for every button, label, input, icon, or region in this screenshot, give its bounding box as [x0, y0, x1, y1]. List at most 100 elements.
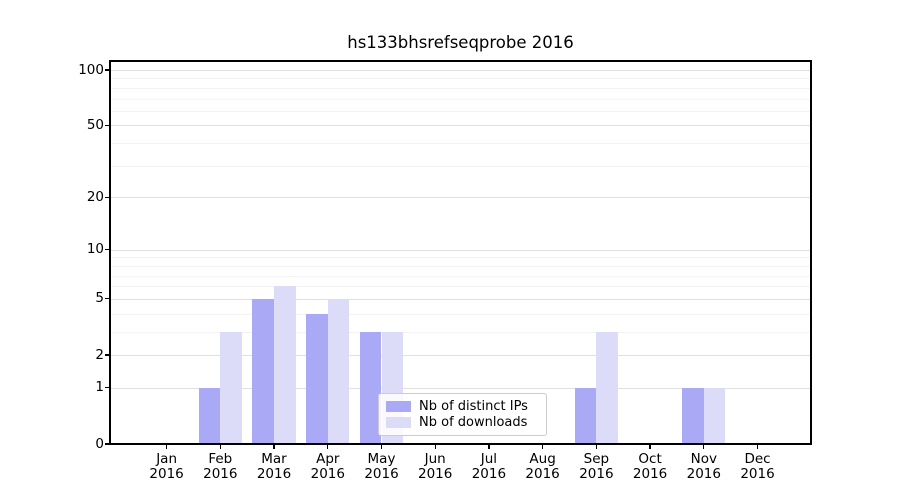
xtick-month: Oct [638, 451, 662, 467]
xtick-mark-dec [756, 444, 759, 449]
ytick-label-1: 1 [95, 379, 104, 396]
spine-bottom [109, 443, 812, 445]
gridline-minor-80 [111, 87, 810, 89]
gridline-minor-8 [111, 265, 810, 267]
legend-label-distinct-ips: Nb of distinct IPs [419, 399, 528, 414]
xtick-year: 2016 [310, 466, 345, 482]
xtick-mark-jun [434, 444, 436, 449]
bar-nb-of-downloads-mar [274, 286, 296, 444]
xtick-year: 2016 [471, 466, 507, 482]
xtick-label-oct: Oct 2016 [618, 452, 682, 482]
xtick-label-nov: Nov 2016 [672, 452, 736, 482]
xtick-month: May [367, 451, 396, 467]
xtick-mark-jul [488, 444, 490, 449]
gridline-minor-3 [111, 331, 810, 333]
bar-nb-of-distinct-ips-feb [198, 387, 221, 444]
xtick-year: 2016 [364, 466, 399, 482]
xtick-label-aug: Aug 2016 [511, 452, 575, 482]
ytick-label-50: 50 [86, 116, 104, 133]
bar-nb-of-distinct-ips-apr [306, 313, 328, 444]
ytick-mark-10 [104, 249, 110, 251]
gridline-minor-7 [111, 275, 810, 277]
xtick-mark-jan [165, 444, 168, 449]
bar-nb-of-distinct-ips-sep [574, 387, 597, 444]
xtick-mark-oct [649, 444, 651, 449]
xtick-month: Jan [156, 451, 177, 467]
xtick-year: 2016 [149, 466, 184, 482]
legend-item-downloads: Nb of downloads [386, 415, 539, 430]
xtick-label-apr: Apr 2016 [296, 452, 360, 482]
legend-swatch-downloads [386, 417, 411, 428]
ytick-mark-20 [104, 196, 110, 198]
xtick-month: Jun [424, 451, 446, 467]
xtick-year: 2016 [418, 466, 453, 482]
xtick-mark-aug [541, 444, 544, 449]
xtick-year: 2016 [579, 466, 614, 482]
xtick-mark-feb [219, 444, 221, 449]
gridline-major-100 [111, 70, 810, 71]
xtick-month: Feb [208, 451, 233, 467]
bar-nb-of-distinct-ips-may [359, 331, 382, 444]
xtick-label-sep: Sep 2016 [564, 452, 628, 482]
xtick-label-dec: Dec 2016 [726, 452, 790, 482]
spine-top [109, 60, 812, 62]
bar-nb-of-downloads-nov [703, 387, 726, 444]
gridline-minor-9 [111, 257, 810, 259]
gridline-major-2 [111, 355, 810, 356]
ytick-mark-100 [104, 69, 110, 71]
bar-nb-of-downloads-apr [327, 298, 350, 444]
gridline-minor-4 [111, 313, 810, 315]
xtick-month: Dec [744, 451, 771, 467]
xtick-mark-may [380, 444, 383, 449]
gridline-major-20 [111, 197, 810, 199]
ytick-label-2: 2 [95, 346, 104, 363]
xtick-month: Mar [261, 451, 287, 467]
legend-swatch-distinct-ips [386, 401, 411, 412]
xtick-year: 2016 [525, 466, 560, 482]
xtick-mark-nov [703, 444, 705, 449]
xtick-month: Jul [480, 451, 498, 467]
ytick-mark-50 [104, 124, 110, 127]
xtick-month: Nov [690, 451, 717, 467]
xtick-year: 2016 [632, 466, 668, 482]
legend-label-downloads: Nb of downloads [419, 415, 528, 430]
ytick-label-0: 0 [95, 435, 104, 452]
ytick-mark-0 [104, 443, 110, 445]
spine-right [810, 60, 812, 444]
gridline-major-10 [111, 249, 810, 251]
xtick-month: Aug [529, 451, 556, 467]
gridline-major-1 [111, 387, 810, 389]
xtick-label-jun: Jun 2016 [403, 452, 467, 482]
xtick-mark-apr [327, 444, 329, 449]
ytick-mark-2 [104, 354, 110, 356]
bar-nb-of-downloads-feb [220, 331, 242, 444]
gridline-minor-60 [111, 110, 810, 112]
bar-nb-of-distinct-ips-nov [682, 387, 704, 444]
chart-title: hs133bhsrefseqprobe 2016 [347, 33, 574, 52]
gridline-minor-90 [111, 78, 810, 80]
xtick-year: 2016 [740, 466, 775, 482]
xtick-month: Sep [583, 451, 610, 467]
xtick-label-jan: Jan 2016 [135, 452, 199, 482]
gridline-minor-70 [111, 98, 810, 100]
gridline-major-5 [111, 298, 810, 300]
gridline-minor-30 [111, 165, 810, 167]
legend-item-distinct-ips: Nb of distinct IPs [386, 399, 539, 414]
ytick-mark-5 [104, 298, 110, 300]
ytick-mark-1 [104, 387, 110, 389]
xtick-mark-sep [595, 444, 598, 449]
xtick-label-feb: Feb 2016 [188, 452, 252, 482]
spine-left [109, 60, 111, 444]
ytick-label-5: 5 [95, 290, 104, 307]
ytick-label-100: 100 [78, 61, 104, 78]
xtick-year: 2016 [203, 466, 238, 482]
xtick-label-may: May 2016 [350, 452, 414, 482]
ytick-label-20: 20 [86, 188, 104, 205]
xtick-mark-mar [273, 444, 275, 449]
bar-nb-of-distinct-ips-mar [252, 298, 274, 444]
gridline-minor-40 [111, 143, 810, 145]
ytick-label-10: 10 [86, 241, 104, 258]
bar-nb-of-downloads-sep [596, 331, 618, 444]
xtick-label-mar: Mar 2016 [242, 452, 306, 482]
